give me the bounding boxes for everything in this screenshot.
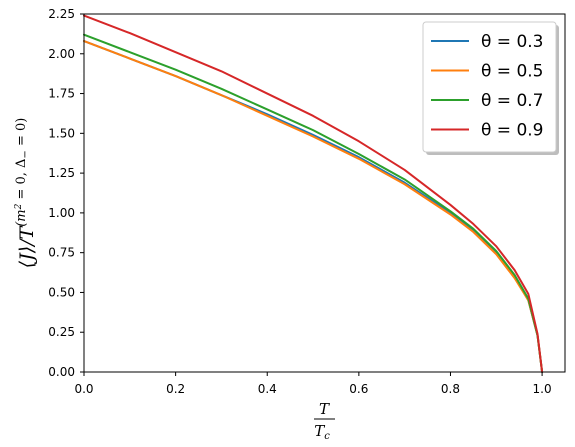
y-tick-label: 1.00 — [48, 206, 75, 220]
axes-frame — [83, 13, 566, 373]
y-axis-label-sup-2: 2 — [14, 203, 24, 210]
x-axis-label-denominator: Tc — [314, 422, 330, 442]
y-axis-label-main: ⟨J⟩/T — [16, 225, 38, 268]
y-tick-label: 1.25 — [48, 166, 75, 180]
y-tick-label: 1.75 — [48, 87, 75, 101]
y-axis-label-sup-delta: Δ — [14, 159, 29, 168]
series-line-4 — [83, 14, 544, 373]
y-tick-label: 0.75 — [48, 246, 75, 260]
y-tick-label: 0.25 — [48, 325, 75, 339]
x-tick-label: 0.6 — [349, 382, 368, 396]
series-line-3 — [83, 33, 544, 373]
y-axis-label-sup-minus: − — [20, 150, 31, 158]
y-axis-label: ⟨J⟩/T(m2 = 0, Δ− = 0) — [14, 118, 38, 269]
legend-label-3: θ = 0.7 — [481, 91, 544, 111]
x-tick-label: 0.4 — [258, 382, 277, 396]
x-tick-label: 0.0 — [74, 382, 93, 396]
legend-label-4: θ = 0.9 — [481, 121, 544, 141]
y-tick-label: 2.00 — [48, 47, 75, 61]
y-tick-label: 0.50 — [48, 285, 75, 299]
legend-label-1: θ = 0.3 — [481, 32, 544, 52]
x-tick-label: 0.2 — [166, 382, 185, 396]
series-layer — [83, 14, 544, 373]
legend-label-2: θ = 0.5 — [481, 62, 544, 82]
axes-layer: 0.0 0.2 0.4 0.6 0.8 1.0 0.00 0.25 0.50 0.75 1.00 1.… — [48, 7, 566, 396]
y-tick-label: 1.50 — [48, 126, 75, 140]
y-axis-label-sup-m: m — [14, 209, 29, 221]
y-axis-label-sup-eq1: = 0, — [14, 168, 29, 204]
series-line-2 — [83, 40, 544, 373]
x-axis-label: T Tc — [314, 400, 335, 442]
x-tick-label: 0.8 — [441, 382, 460, 396]
x-axis-label-denominator-main: T — [314, 422, 325, 440]
x-axis-label-numerator: T — [319, 400, 330, 418]
y-tick-label: 2.25 — [48, 7, 75, 21]
legend-box — [422, 21, 557, 153]
legend: θ = 0.3 θ = 0.5 θ = 0.7 θ = 0.9 — [422, 21, 559, 155]
y-axis-label-sup-eq2: = 0) — [14, 118, 29, 151]
x-axis-label-denominator-sub: c — [324, 431, 330, 442]
y-tick-label: 0.00 — [48, 365, 75, 379]
y-axis-label-sup-open: ( — [14, 221, 29, 227]
x-tick-label: 1.0 — [533, 382, 552, 396]
